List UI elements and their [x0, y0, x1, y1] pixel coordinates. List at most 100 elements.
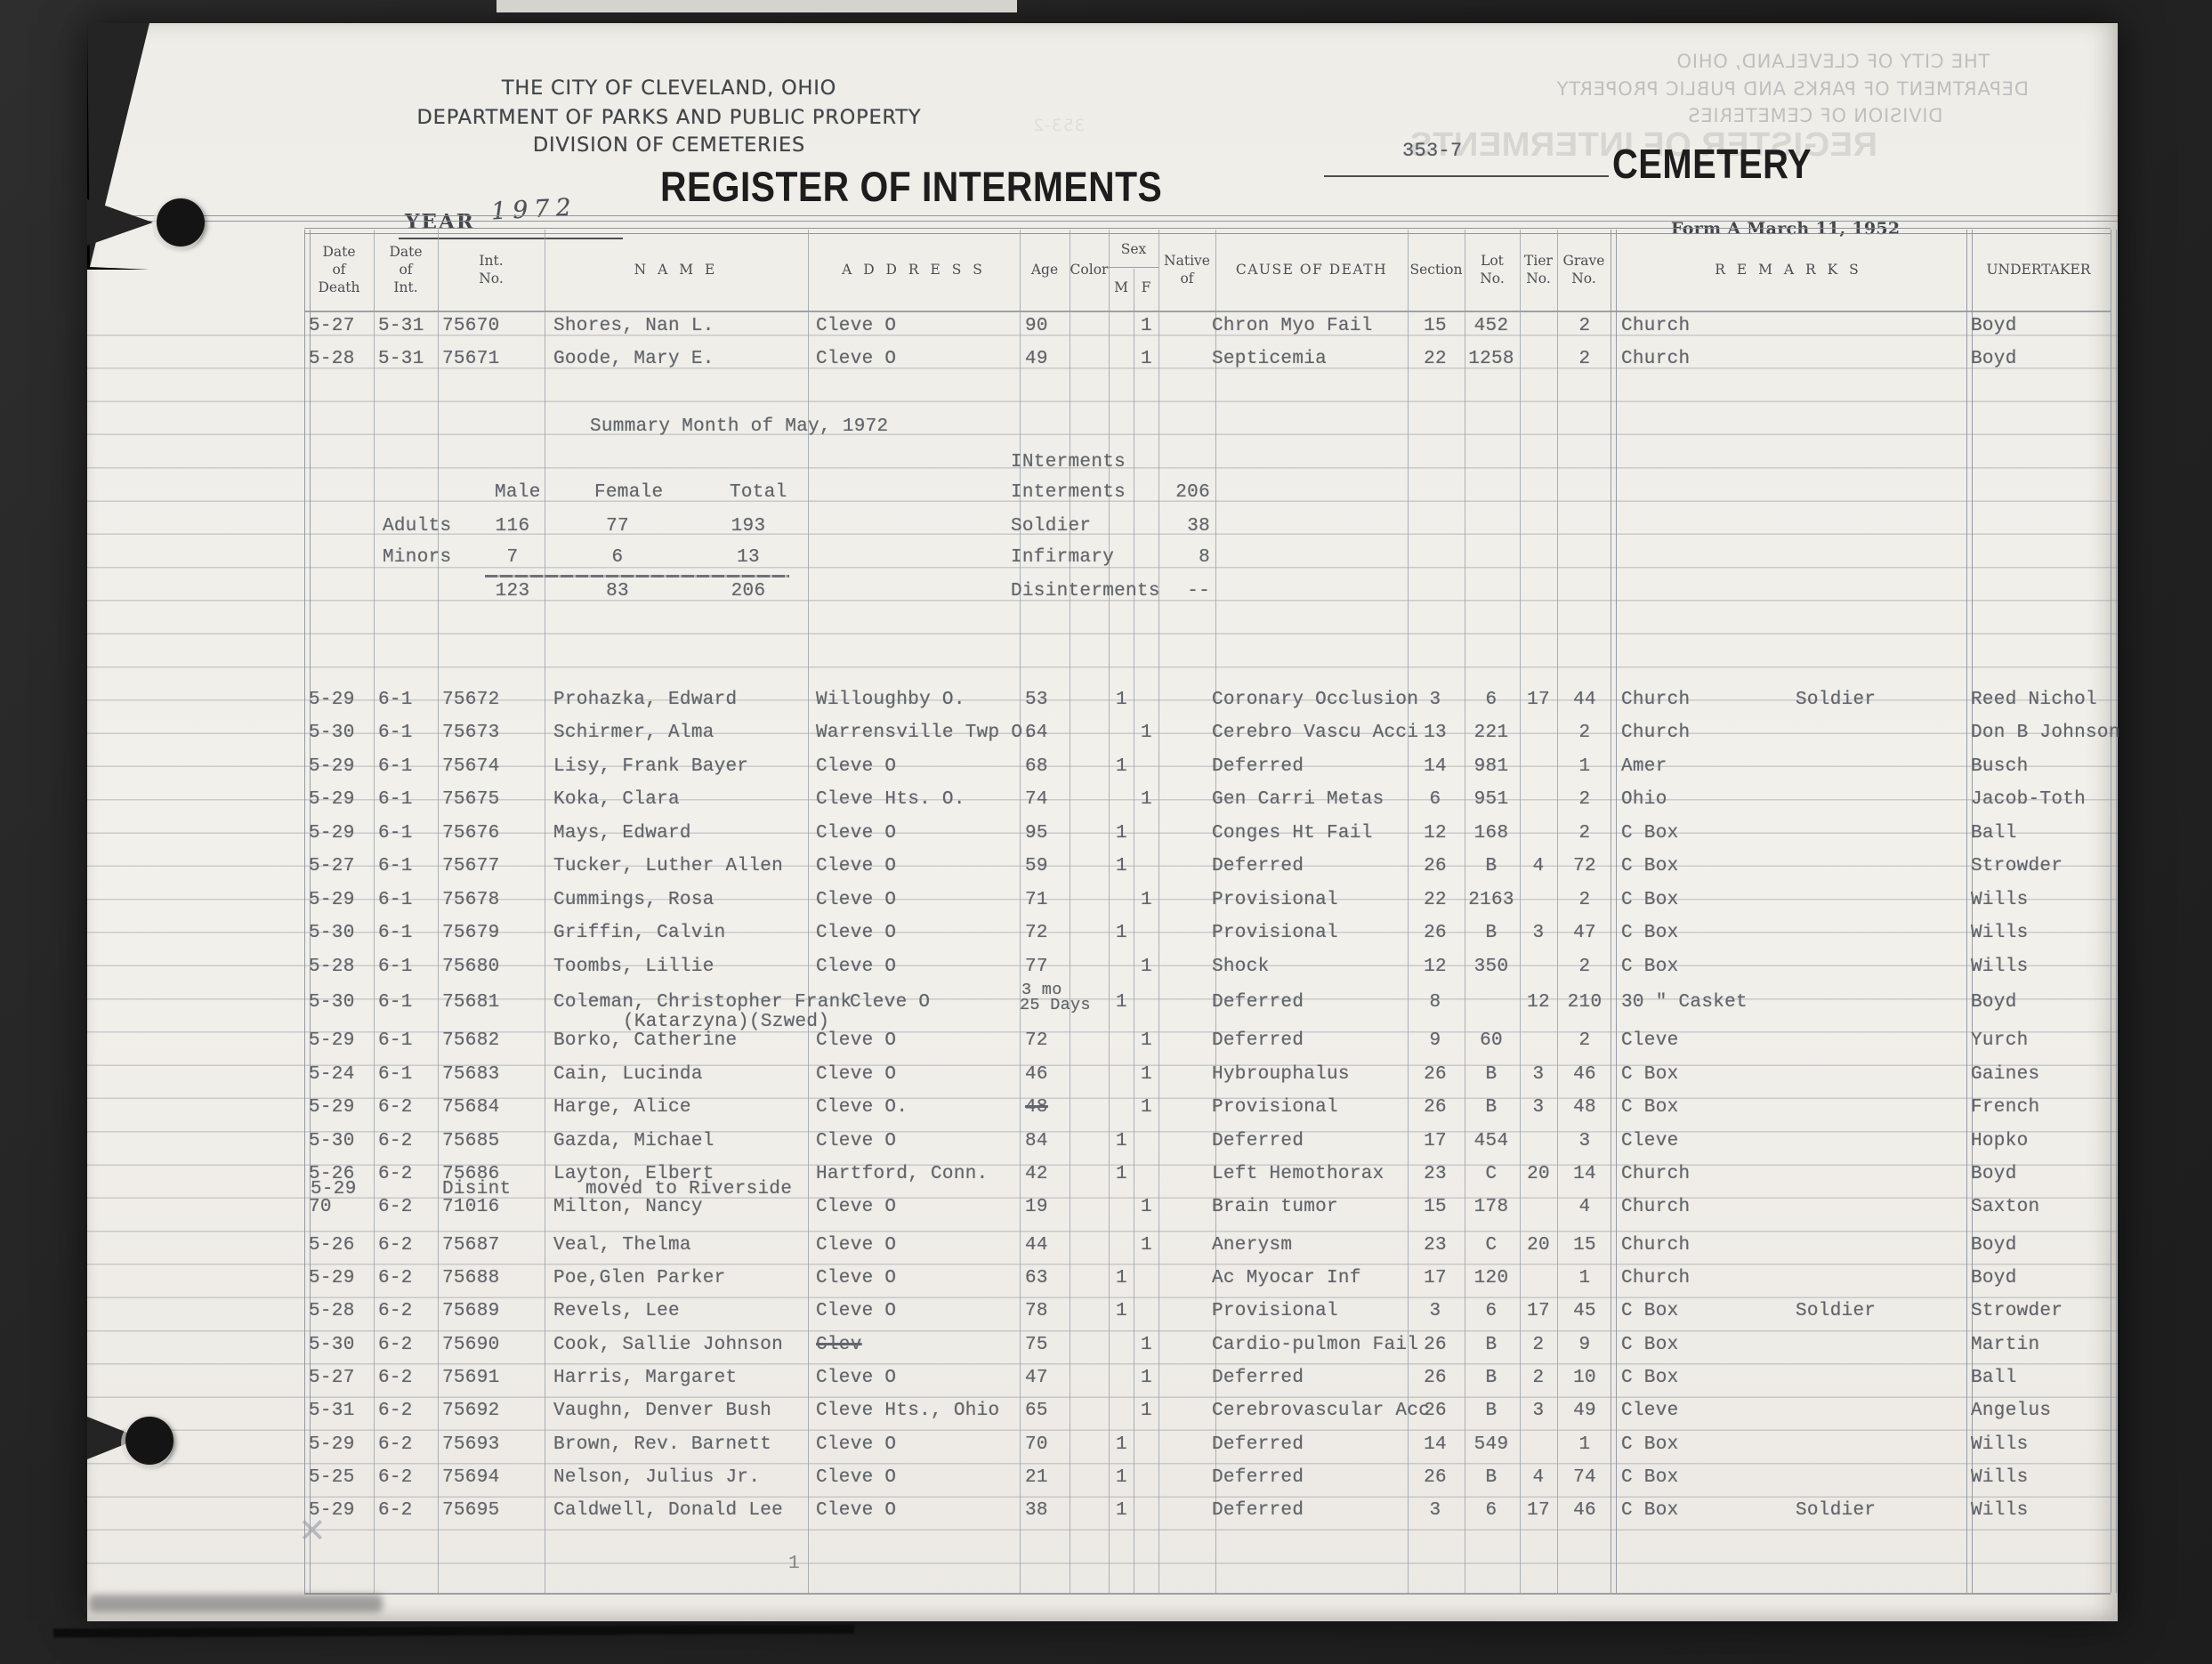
cell-doi: 6-2	[378, 1097, 413, 1118]
cell-und: Yurch	[1971, 1030, 2029, 1051]
cell-f: 1	[1141, 1335, 1152, 1355]
stray-mark: 1	[788, 1554, 800, 1574]
cell-cause: Left Hemothorax	[1212, 1164, 1385, 1184]
cell-age: 95	[1025, 823, 1048, 844]
cell-tier: 3	[1532, 1401, 1545, 1421]
cell-addr: Cleve O	[816, 349, 897, 369]
cell-f: 1	[1141, 1235, 1152, 1256]
cell-tier: 20	[1527, 1235, 1550, 1256]
cell-name: Toombs, Lillie	[553, 957, 714, 977]
hole-punch-bottom	[125, 1417, 174, 1465]
sex-divider-line	[1109, 267, 1158, 269]
cell-lot: 6	[1485, 1500, 1498, 1521]
cell-no: 75676	[442, 823, 500, 844]
cell-addr: Warrensville Twp O.	[816, 723, 1035, 743]
cell-remark: C Box	[1621, 1434, 1679, 1455]
register-title: REGISTER OF INTERMENTS	[660, 164, 1163, 211]
cell-dod: 5-29	[309, 1268, 355, 1288]
cell-dod: 5-30	[309, 1131, 355, 1151]
cell-lot: 452	[1473, 316, 1509, 336]
summary-interments-value: 206	[1175, 482, 1210, 503]
cell-cause: Provisional	[1212, 890, 1338, 910]
col-header-lot-no: Lot No.	[1480, 252, 1505, 287]
cell-age: 46	[1025, 1064, 1048, 1085]
cell-f: 1	[1141, 1064, 1152, 1085]
cell-sec: 22	[1424, 890, 1447, 910]
cell-tier: 3	[1532, 1064, 1545, 1085]
cell-doi: 6-2	[378, 1301, 413, 1321]
cell-und: Wills	[1971, 923, 2029, 943]
cell-name: Vaughn, Denver Bush	[553, 1401, 772, 1421]
cell-tier: 2	[1532, 1335, 1545, 1355]
cell-grave: 46	[1573, 1500, 1596, 1521]
cell-name: Harge, Alice	[553, 1097, 691, 1118]
cell-cause: Deferred	[1212, 1467, 1304, 1488]
cell-addr: Clev	[816, 1335, 862, 1355]
cell-remark: Church	[1621, 1268, 1691, 1288]
cell-m: 1	[1116, 923, 1127, 943]
cell-cause: Cerebro Vascu Acci	[1212, 723, 1419, 743]
col-header-grave-no: Grave No.	[1562, 252, 1605, 287]
cell-doi: 6-1	[378, 992, 413, 1013]
cell-tier: 17	[1527, 690, 1550, 710]
cell-doi: 6-2	[378, 1131, 413, 1151]
cell-note: Soldier	[1796, 1500, 1877, 1521]
cell-name: Griffin, Calvin	[553, 923, 726, 943]
cell-grave: 2	[1578, 890, 1591, 910]
cell-grave: 48	[1573, 1097, 1596, 1118]
cell-addr: Cleve O	[816, 923, 897, 943]
cell-doi: 6-2	[378, 1500, 413, 1521]
ruled-lines	[87, 303, 2118, 1595]
cell-grave: 2	[1578, 349, 1591, 369]
cell-remark: C Box	[1621, 823, 1679, 844]
cell-dod: 70	[309, 1197, 332, 1217]
cell-und: Gaines	[1971, 1064, 2040, 1085]
cell-dod: 5-29	[309, 1500, 355, 1521]
cell-addr: Cleve O	[816, 1467, 897, 1488]
cell-doi: 6-1	[378, 1030, 413, 1051]
cell-und: Boyd	[1971, 1268, 2017, 1288]
table-top-border	[304, 228, 2111, 234]
cell-name: Cain, Lucinda	[553, 1064, 703, 1085]
cell-m: 1	[1116, 992, 1127, 1013]
cell-grave: 210	[1567, 992, 1602, 1013]
cell-name: Nelson, Julius Jr.	[553, 1467, 761, 1488]
org-line-1: THE CITY OF CLEVELAND, OHIO	[501, 77, 837, 100]
table-column-line	[1020, 230, 1021, 1593]
cell-addr: Cleve O	[816, 1268, 897, 1288]
cell-doi: 6-2	[378, 1164, 413, 1184]
cell-age: 19	[1025, 1197, 1048, 1217]
cell-age: 70	[1025, 1434, 1048, 1455]
cell-remark: C Box	[1621, 1097, 1679, 1118]
cell-doi: 6-2	[378, 1401, 413, 1421]
cell-remark: Church	[1621, 723, 1691, 743]
table-column-line	[304, 230, 311, 1593]
hole-wedge-top	[87, 199, 153, 246]
cell-sec: 22	[1424, 349, 1447, 369]
cell-sec: 3	[1429, 690, 1441, 710]
cell-tier: 3	[1532, 1097, 1545, 1118]
cell-cause: Deferred	[1212, 1368, 1304, 1388]
cell-lot: C	[1485, 1235, 1498, 1256]
cell-doi: 6-1	[378, 756, 413, 777]
cell-doi: 6-2	[378, 1197, 413, 1217]
cell-name: Poe,Glen Parker	[553, 1268, 726, 1288]
cell-cause: Deferred	[1212, 1500, 1304, 1521]
col-header-tier-no: Tier No.	[1524, 252, 1553, 287]
cell-dod: 5-30	[309, 1335, 355, 1355]
cell-remark: 30 " Casket	[1621, 992, 1748, 1013]
col-header-section: Section	[1409, 261, 1463, 278]
cell-lot: 2163	[1468, 890, 1514, 910]
cell-dod: 5-29	[309, 890, 355, 910]
summary-minors-total: 13	[737, 547, 760, 568]
cell-sec: 26	[1424, 1401, 1447, 1421]
cell-dod: 5-25	[309, 1467, 355, 1488]
cell-sec: 26	[1424, 1467, 1447, 1488]
cell-no: 75679	[442, 923, 500, 943]
cell-name: Mays, Edward	[553, 823, 691, 844]
cell-remark: Amer	[1621, 756, 1667, 777]
year-label: YEAR	[405, 210, 475, 234]
cell-addr: Cleve O	[816, 756, 897, 777]
cell-und: Ball	[1971, 1368, 2017, 1388]
